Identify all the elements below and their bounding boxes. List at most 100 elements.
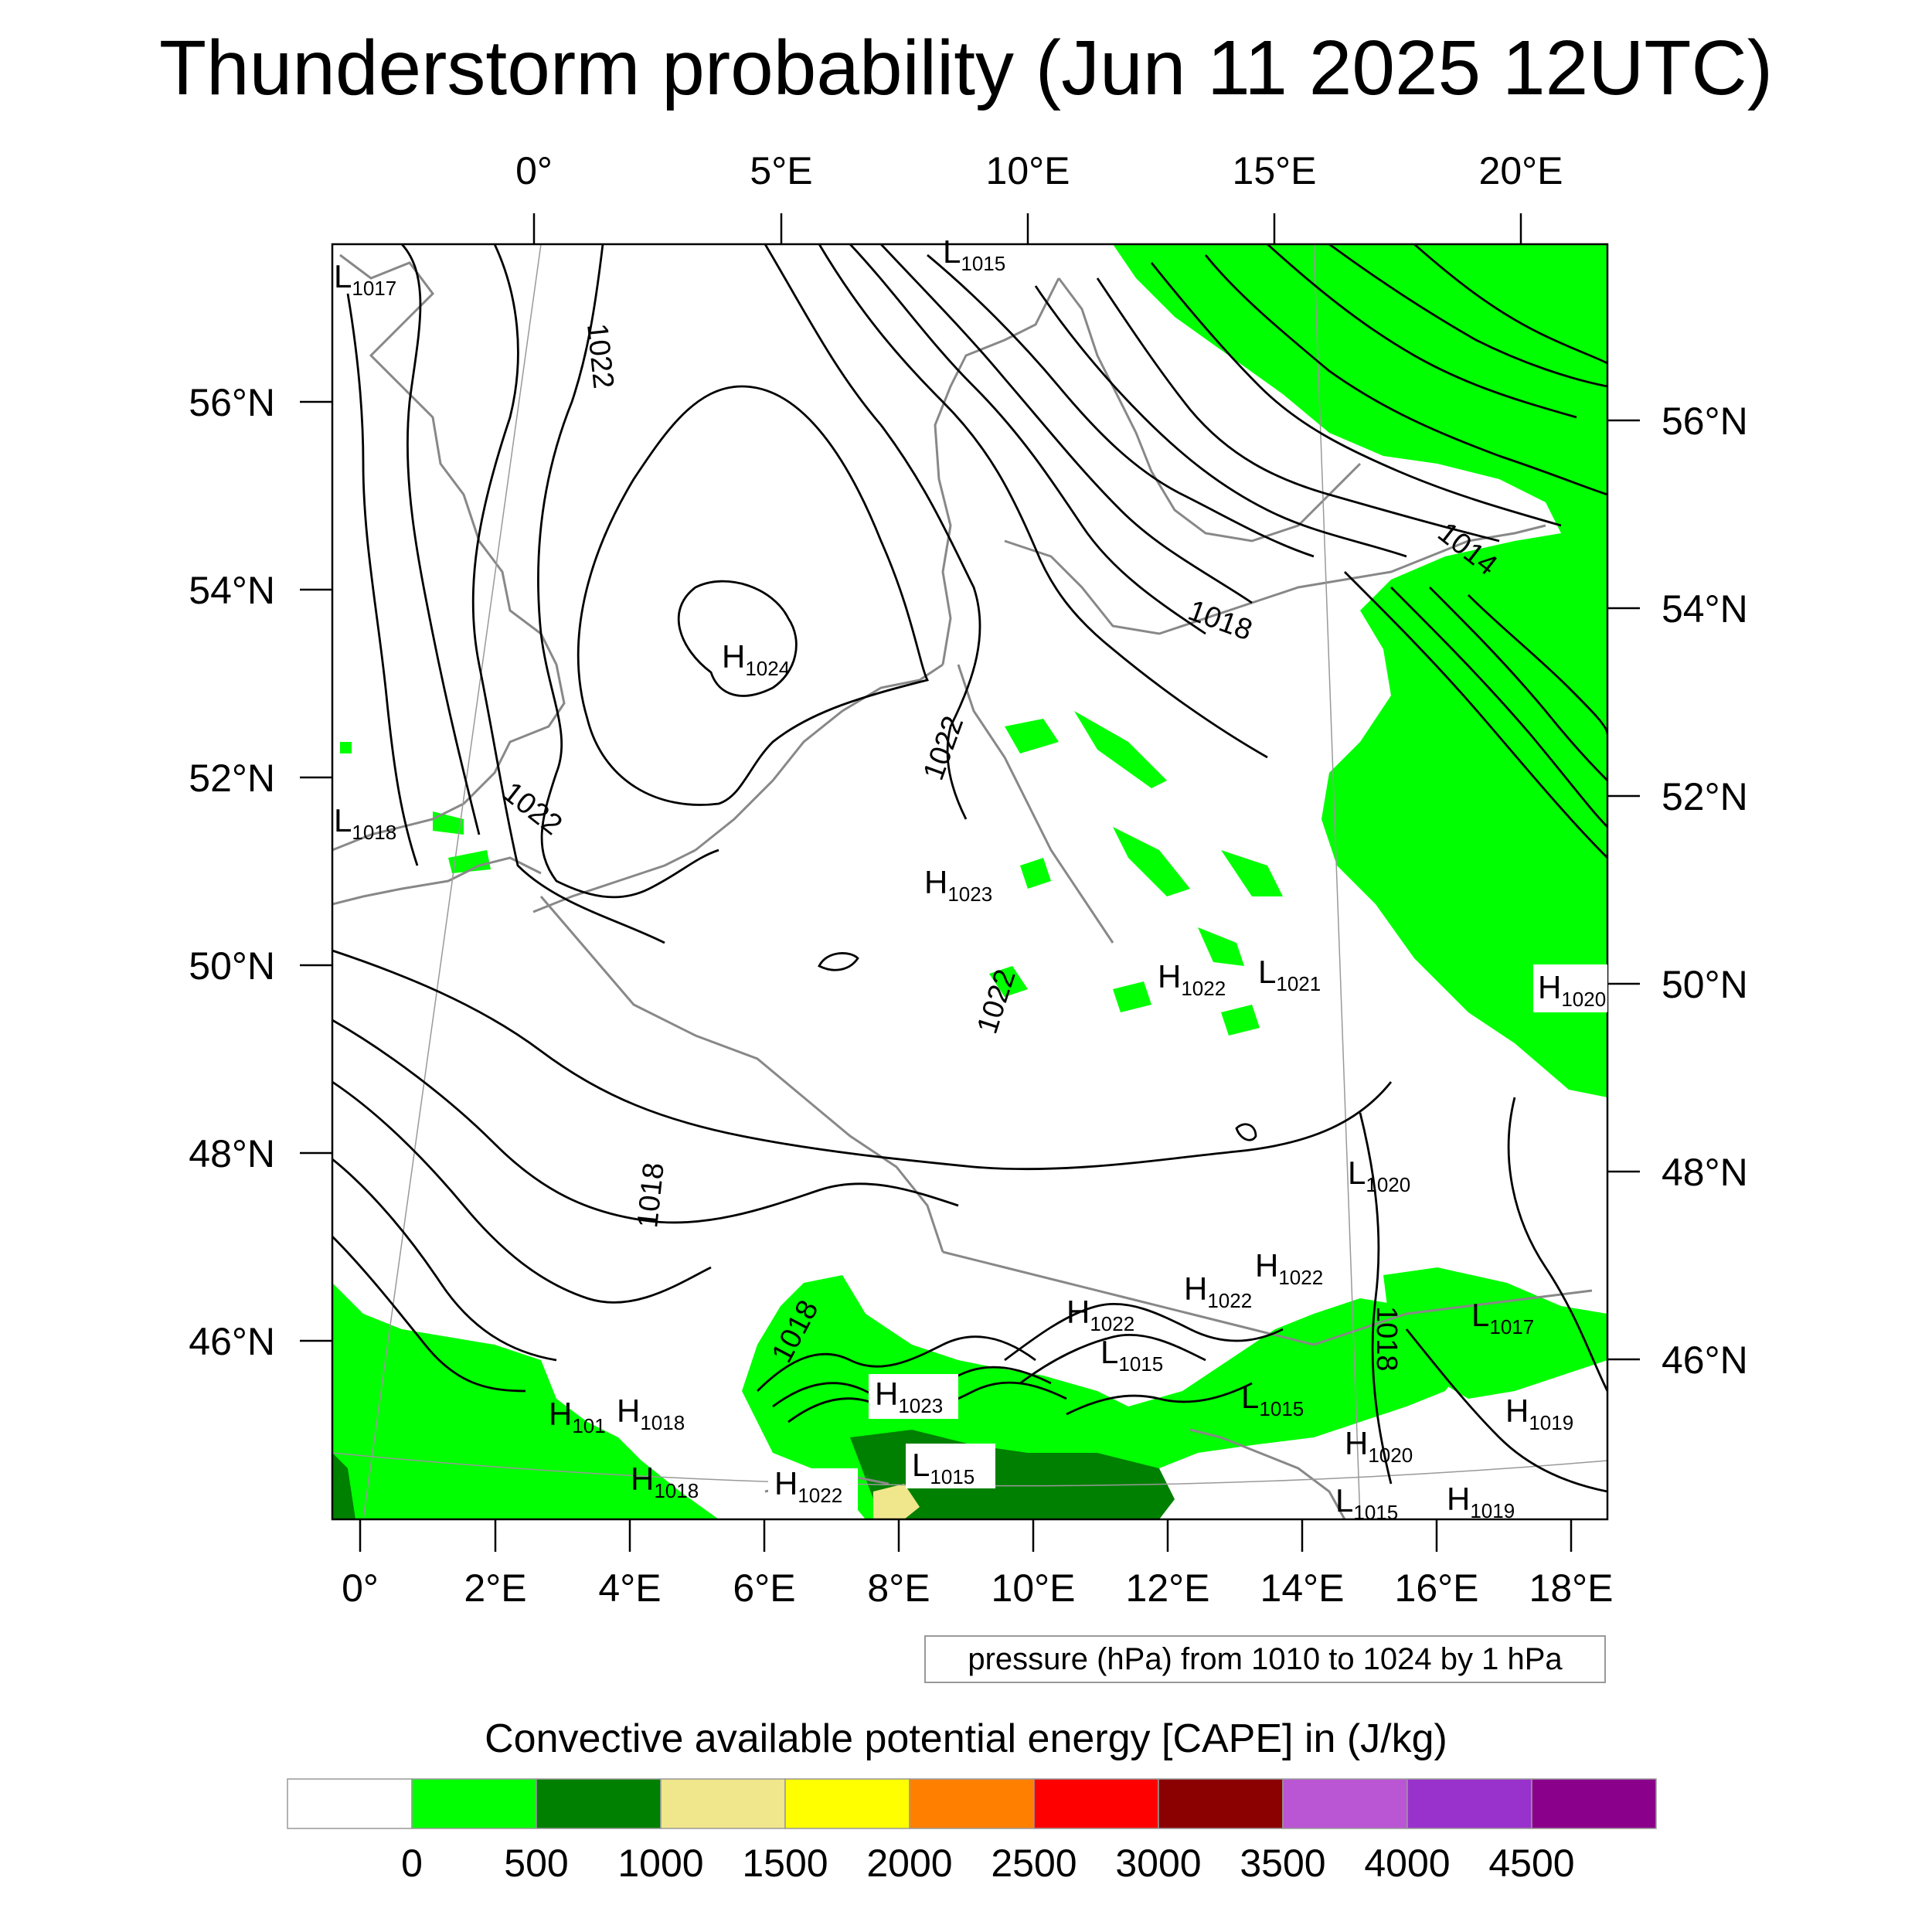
cape-patch-6 — [1020, 858, 1051, 889]
cape-area-southwest — [332, 1283, 719, 1519]
isobar-west-2 — [400, 244, 481, 835]
isobar-ne-5 — [1034, 285, 1407, 558]
isobar-east-1018 — [1359, 1112, 1393, 1485]
cape-area-east-alps — [1383, 1267, 1607, 1399]
colorbar-label: 3000 — [1115, 1842, 1201, 1885]
cape-patch-2 — [1074, 711, 1167, 788]
isobar-small-1 — [1235, 1123, 1257, 1141]
colorbar-swatch — [784, 1778, 910, 1829]
pressure-centers: L1017 L1015 H1024 L1018 H1023 H1022 L102… — [334, 233, 1607, 1524]
pressure-center: L1015 — [1100, 1334, 1163, 1376]
colorbar-swatch — [1282, 1778, 1408, 1829]
isobar-label: 1018 — [631, 1161, 671, 1229]
bottom-lon-label: 0° — [342, 1566, 379, 1610]
colorbar-label: 3500 — [1240, 1842, 1325, 1885]
uk-south-coast — [332, 856, 542, 906]
right-lat-label: 56°N — [1662, 400, 1748, 443]
pressure-center: L1015 — [943, 233, 1005, 275]
isobar-s-3 — [332, 1080, 712, 1304]
left-lat-label: 48°N — [189, 1132, 275, 1175]
isobar-label: 1018 — [1184, 594, 1257, 647]
top-lon-label: 5°E — [750, 149, 812, 192]
isobar-label: 1022 — [971, 965, 1022, 1037]
contour-info-note: pressure (hPa) from 1010 to 1024 by 1 hP… — [924, 1635, 1606, 1683]
isobar-1022-west — [537, 244, 719, 899]
map-plot-area — [332, 244, 1607, 1519]
top-lon-label: 20°E — [1479, 149, 1563, 192]
colorbar-label: 2000 — [866, 1842, 952, 1885]
colorbar-label: 4000 — [1364, 1842, 1450, 1885]
isobar-ne-9 — [1267, 244, 1577, 419]
bottom-lon-label: 4°E — [598, 1566, 661, 1610]
uk-east-coast — [332, 253, 566, 852]
isobar-ne-4 — [927, 253, 1315, 558]
pressure-center: H1020 — [1538, 969, 1606, 1011]
right-lat-label: 50°N — [1662, 963, 1748, 1006]
isobar-e-1 — [1344, 571, 1607, 859]
right-lat-label: 52°N — [1662, 775, 1748, 818]
isobar-ne-11 — [1413, 244, 1607, 365]
top-lon-label: 0° — [515, 149, 553, 192]
isobar-west-3 — [346, 293, 419, 866]
isobar-e-4 — [1468, 594, 1607, 735]
axis-labels: 0° 5°E 10°E 15°E 20°E 56°N 54°N 52°N 50°… — [189, 149, 1747, 1610]
cape-patch-7 — [989, 966, 1028, 997]
colorbar-swatches — [287, 1778, 1657, 1829]
pressure-center-box — [906, 1444, 995, 1488]
isobar-s-5 — [332, 1236, 526, 1393]
border-line-3 — [957, 664, 1114, 944]
bottom-lon-label: 6°E — [733, 1566, 795, 1610]
cape-patch-5 — [1198, 927, 1244, 966]
cape-patch-11 — [340, 742, 352, 753]
pressure-center: H101 — [549, 1396, 606, 1437]
isobar-alps-1 — [757, 1335, 1036, 1392]
cape-shading — [332, 244, 1607, 1519]
colorbar-title: Convective available potential energy [C… — [485, 1716, 1447, 1761]
cape-area-northeast — [1113, 244, 1607, 1097]
colorbar-swatch — [1531, 1778, 1657, 1829]
isobar-s-1 — [332, 949, 1393, 1171]
adriatic-coast — [1189, 1428, 1346, 1519]
pressure-center: H1024 — [722, 638, 790, 680]
pressure-center: H1022 — [1066, 1294, 1134, 1335]
sweden-coast — [1057, 277, 1362, 543]
isobar-label: 1022 — [917, 712, 970, 784]
isobar-s-2 — [332, 1019, 959, 1224]
isobar-high-ring-1 — [577, 385, 930, 806]
pressure-center-box — [869, 1374, 958, 1419]
netherlands-coast — [695, 663, 944, 852]
isobar-ne-3 — [879, 244, 1253, 604]
isobar-ne-10 — [1328, 244, 1607, 388]
colorbar-swatch — [411, 1778, 537, 1829]
cape-area-dark-southwest — [332, 1453, 355, 1519]
pressure-center: L1017 — [1471, 1297, 1534, 1338]
pressure-center: L1021 — [1258, 954, 1321, 995]
pressure-center: L1020 — [1348, 1155, 1410, 1196]
pressure-center: H1023 — [924, 864, 992, 906]
isobar-alps-5 — [1019, 1333, 1206, 1385]
pressure-center: L1017 — [334, 258, 396, 300]
isobar-ne-1 — [818, 244, 1268, 759]
cape-patch-10 — [433, 811, 464, 835]
colorbar-swatch — [660, 1778, 786, 1829]
isobar-small-2 — [818, 952, 859, 971]
cape-patch-13 — [1453, 958, 1492, 989]
right-lat-label: 48°N — [1662, 1151, 1748, 1194]
colorbar-label: 1000 — [617, 1842, 703, 1885]
pressure-center: H1022 — [1255, 1247, 1323, 1289]
colorbar-swatch — [909, 1778, 1035, 1829]
isobar-e-3 — [1429, 587, 1607, 781]
isobar-ne-6 — [1096, 277, 1500, 543]
isobar-west-1 — [471, 244, 665, 944]
left-lat-label: 50°N — [189, 944, 275, 988]
colorbar-label: 2500 — [991, 1842, 1077, 1885]
pressure-center: H1022 — [1184, 1270, 1252, 1312]
isobar-label: 1018 — [1370, 1306, 1403, 1372]
right-lat-label: 46°N — [1662, 1338, 1748, 1382]
colorbar-swatch — [1158, 1778, 1284, 1829]
pressure-center: H1020 — [1345, 1425, 1413, 1467]
pressure-center: H1023 — [875, 1376, 943, 1417]
pressure-center: H1022 — [1158, 958, 1226, 1000]
pressure-center-box — [768, 1468, 858, 1513]
